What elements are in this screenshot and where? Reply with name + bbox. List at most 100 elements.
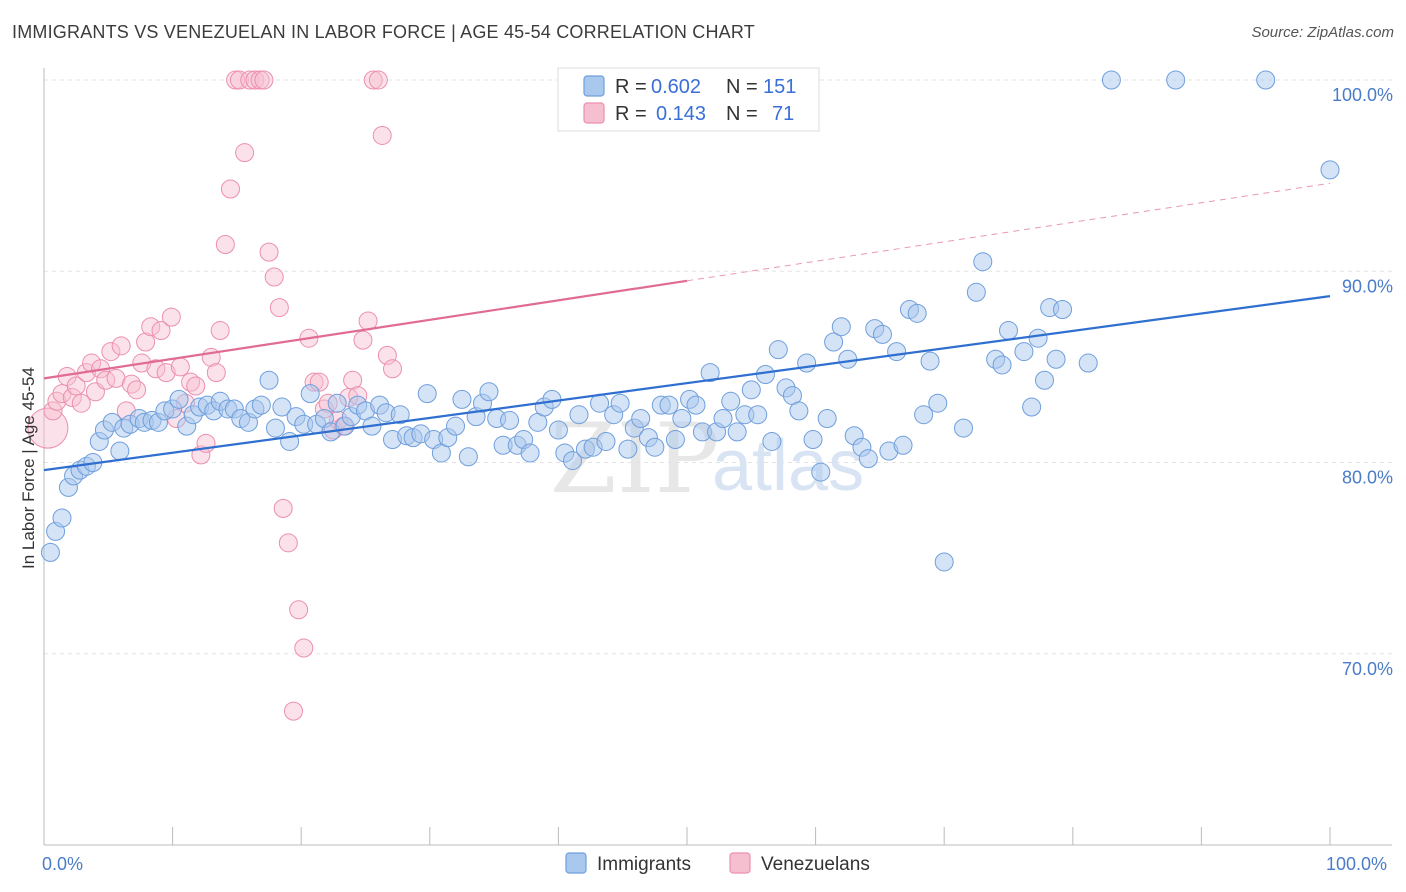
legend-swatch-immigrants (583, 75, 605, 97)
stats-legend: R = 0.602 N = 151 R = 0.143 N = 71 (557, 67, 820, 132)
venezuelans-point (181, 372, 201, 392)
immigrants-point (953, 418, 973, 438)
bottom-legend-label-immigrants: Immigrants (597, 854, 691, 875)
venezuelans-point (269, 298, 289, 318)
immigrants-point (52, 508, 72, 528)
immigrants-point (727, 422, 747, 442)
legend-r-label-venezuelans: R = (615, 103, 647, 125)
venezuelans-point (186, 376, 206, 396)
immigrants-point (500, 410, 520, 430)
x-tick-label-min: 0.0% (42, 854, 83, 874)
legend-n-label-venezuelans: N = (726, 103, 758, 125)
immigrants-points (40, 70, 1340, 572)
immigrants-point (741, 380, 761, 400)
immigrants-point (999, 321, 1018, 341)
venezuelans-point (71, 393, 91, 413)
venezuelans-trend-extension (686, 182, 1331, 282)
y-axis-label: In Labor Force | Age 45-54 (19, 367, 38, 569)
venezuelans-point (170, 357, 190, 377)
venezuelans-point (289, 600, 309, 620)
venezuelans-point (111, 336, 131, 356)
y-tick-label-90: 90.0% (1342, 276, 1393, 296)
immigrants-point (1014, 342, 1034, 362)
venezuelans-point (66, 376, 86, 396)
immigrants-point (914, 405, 934, 425)
immigrants-point (824, 332, 844, 352)
immigrants-point (610, 393, 630, 413)
immigrants-point (748, 405, 768, 425)
immigrants-point (452, 389, 472, 409)
immigrants-point (596, 431, 616, 451)
source-credit: Source: ZipAtlas.com (1251, 24, 1394, 41)
immigrants-point (479, 382, 499, 402)
venezuelans-point (136, 332, 156, 352)
venezuelans-point (273, 498, 293, 518)
immigrants-trend-line (43, 295, 1331, 472)
immigrants-point (1256, 70, 1276, 90)
immigrants-point (858, 449, 878, 469)
immigrants-point (686, 395, 706, 415)
legend-r-value-immigrants: 0.602 (651, 76, 701, 98)
legend-n-value-immigrants: 151 (763, 76, 796, 98)
venezuelans-point (127, 380, 147, 400)
bottom-legend-swatch-venezuelans (729, 852, 751, 874)
immigrants-point (755, 365, 775, 385)
immigrants-point (992, 355, 1012, 375)
immigrants-point (893, 435, 913, 455)
venezuelans-point (264, 267, 284, 287)
immigrants-point (838, 349, 858, 369)
immigrants-point (645, 437, 665, 457)
immigrants-point (458, 447, 478, 467)
venezuelans-point (259, 242, 279, 262)
immigrants-point (665, 430, 685, 450)
immigrants-point (1046, 349, 1066, 369)
venezuelans-point (372, 125, 392, 145)
immigrants-point (569, 405, 589, 425)
immigrants-point (327, 393, 347, 413)
venezuelans-point (283, 701, 303, 721)
venezuelans-point (141, 317, 161, 337)
venezuelans-point (294, 638, 314, 658)
bottom-legend-label-venezuelans: Venezuelans (761, 854, 870, 875)
venezuelans-point (343, 370, 363, 390)
immigrants-point (520, 443, 540, 463)
venezuelans-point (353, 330, 373, 350)
immigrants-point (920, 351, 940, 371)
venezuelans-point (368, 70, 388, 90)
y-tick-label-70: 70.0% (1342, 659, 1393, 679)
immigrants-point (265, 418, 285, 438)
venezuelans-point (156, 363, 176, 383)
immigrants-point (110, 441, 130, 461)
venezuelans-point (235, 143, 255, 163)
immigrants-point (272, 397, 292, 417)
y-tick-labels: 70.0% 80.0% 90.0% 100.0% (1332, 85, 1393, 679)
immigrants-point (713, 409, 733, 429)
immigrants-point (966, 282, 986, 302)
venezuelans-point (121, 374, 141, 394)
legend-swatch-venezuelans (583, 102, 605, 124)
venezuelans-point (146, 359, 166, 379)
immigrants-point (563, 451, 583, 471)
immigrants-point (259, 370, 279, 390)
immigrants-point (631, 409, 651, 429)
venezuelans-point (161, 307, 181, 327)
immigrants-point (1035, 370, 1055, 390)
venezuelans-point (278, 533, 298, 553)
x-tick-label-max: 100.0% (1326, 854, 1387, 874)
venezuelans-point (101, 342, 121, 362)
immigrants-point (789, 401, 809, 421)
immigrants-point (973, 252, 993, 272)
immigrants-point (1028, 328, 1048, 348)
immigrants-point (1101, 70, 1121, 90)
immigrants-point (446, 416, 466, 436)
series-legend: Immigrants Venezuelans (565, 852, 870, 875)
immigrants-point (1078, 353, 1098, 373)
immigrants-point (1022, 397, 1042, 417)
venezuelans-point (363, 70, 383, 90)
legend-r-value-venezuelans: 0.143 (656, 103, 706, 125)
trend-lines (43, 182, 1331, 472)
immigrants-point (659, 395, 679, 415)
venezuelans-point (210, 321, 230, 341)
immigrants-point (1053, 300, 1073, 319)
